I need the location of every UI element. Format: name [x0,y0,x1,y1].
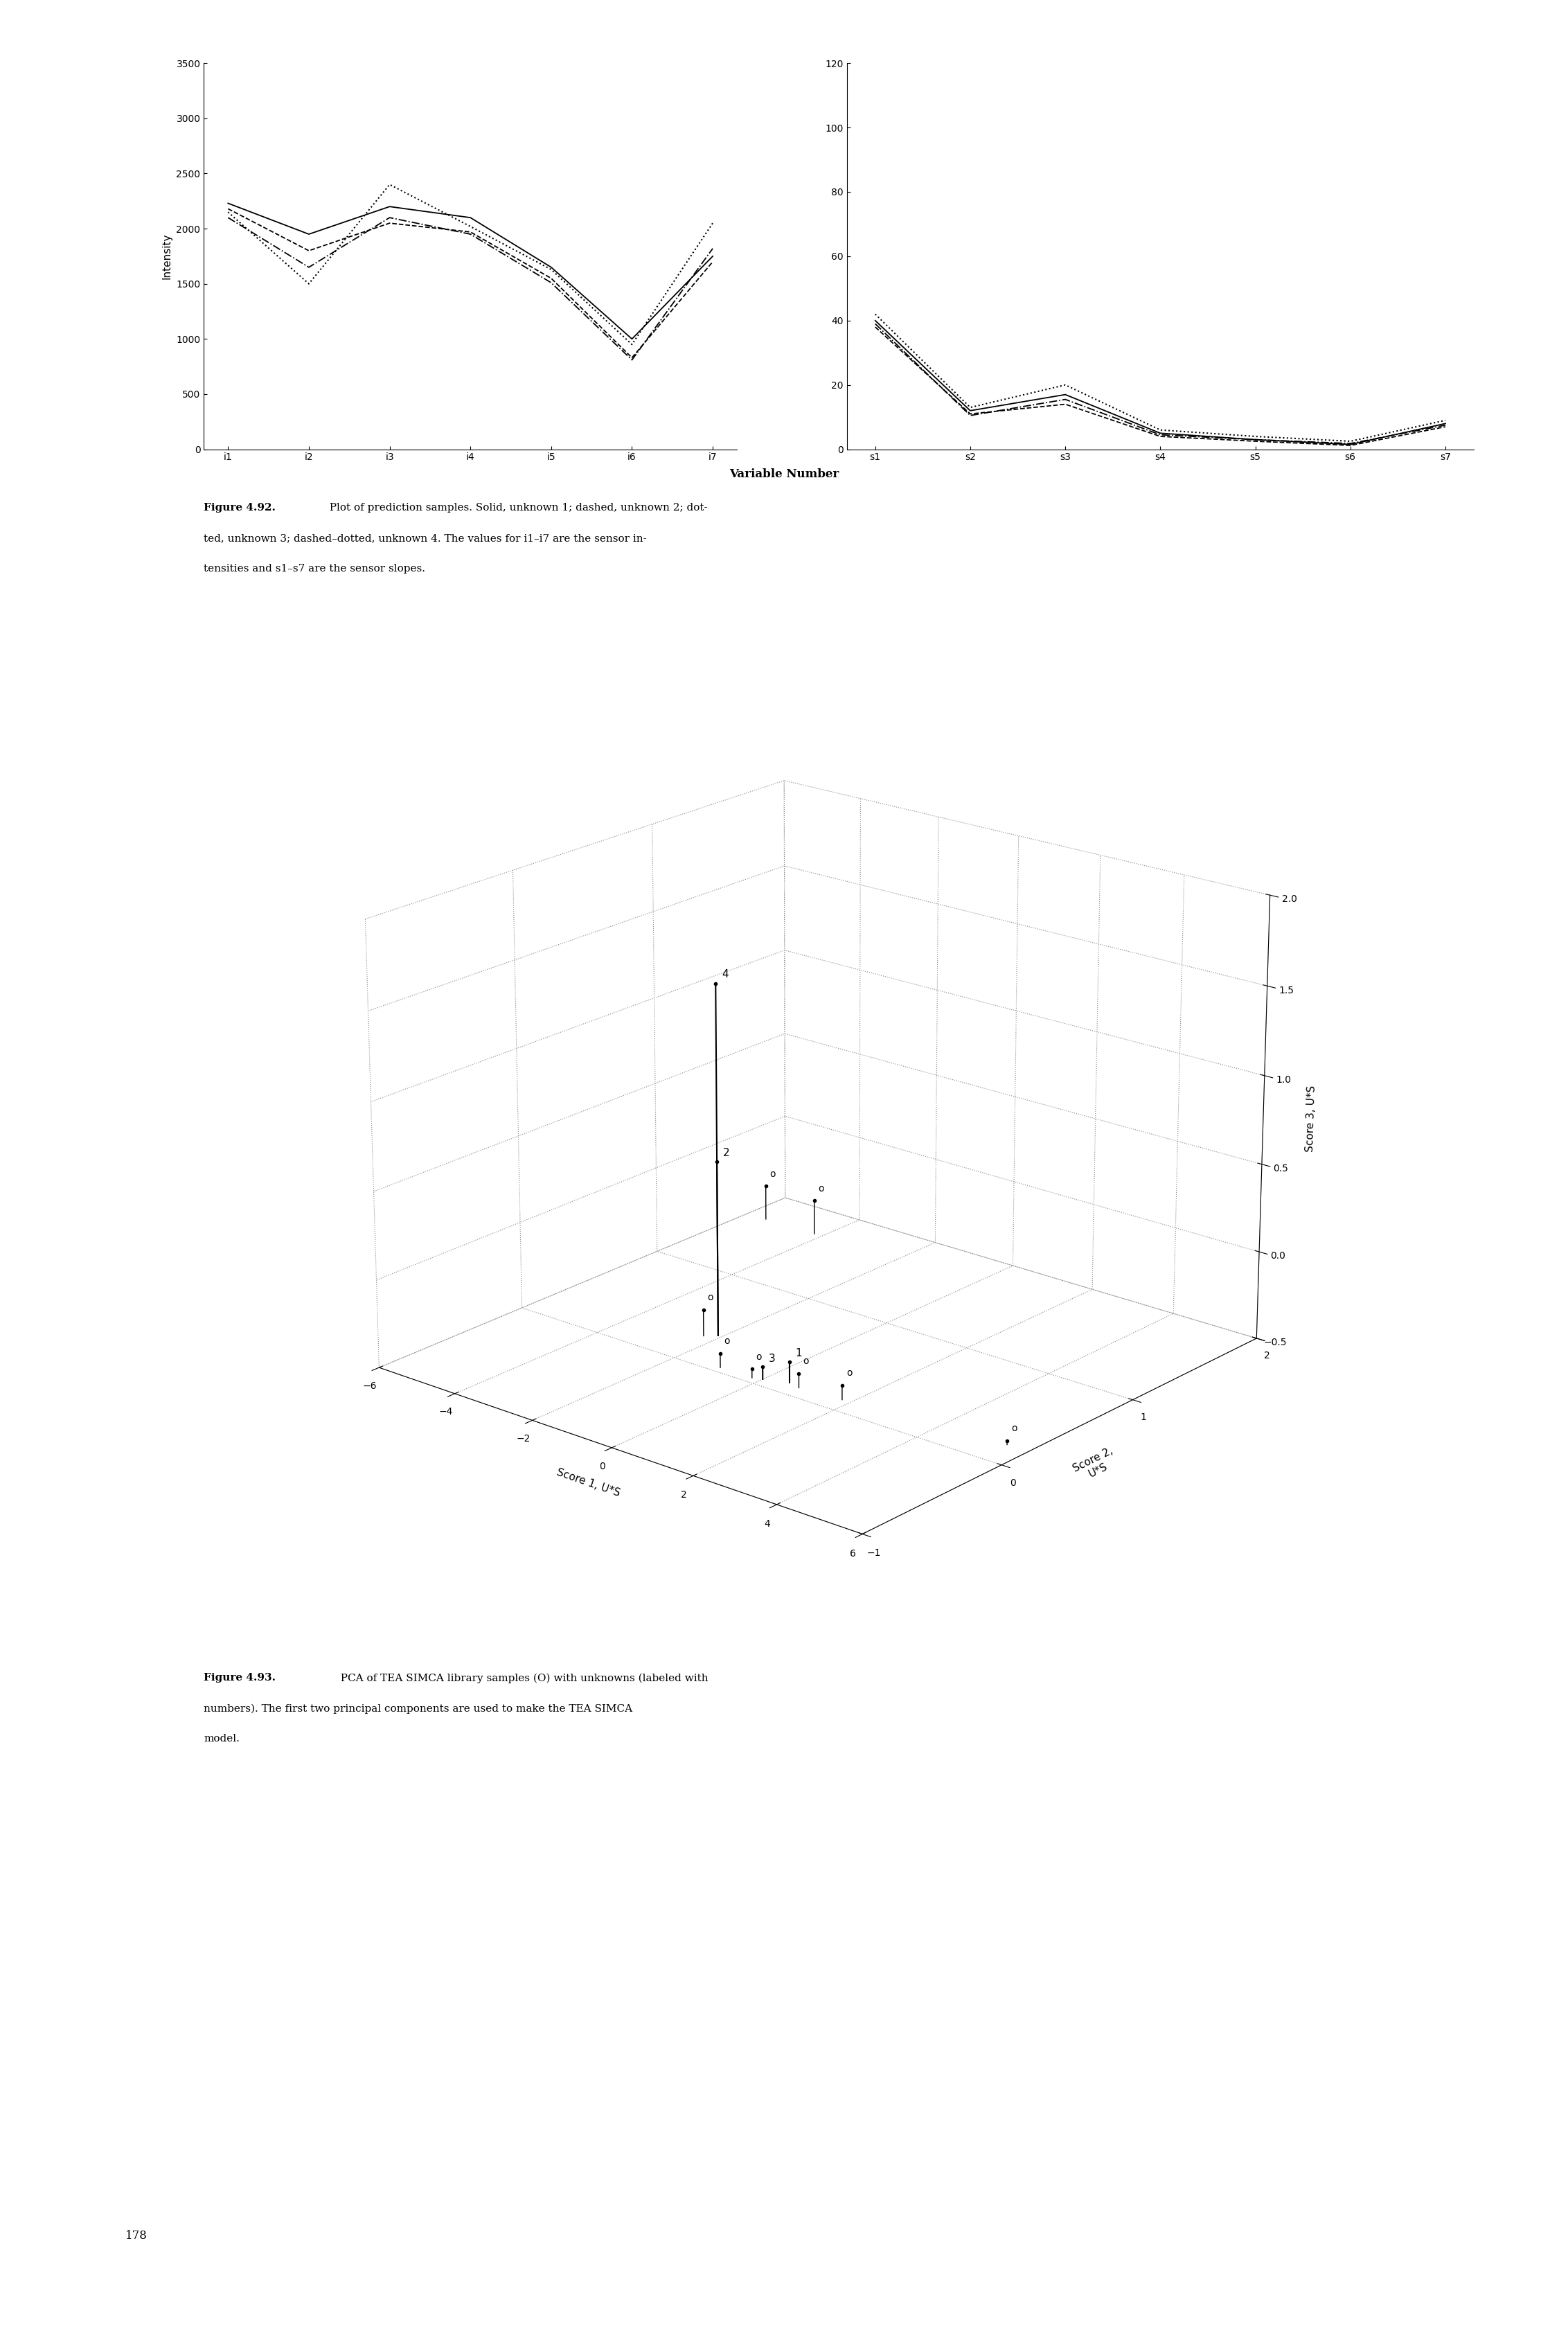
Y-axis label: Score 2,
U*S: Score 2, U*S [1071,1446,1120,1486]
Text: Figure 4.92.: Figure 4.92. [204,503,276,512]
Text: numbers). The first two principal components are used to make the TEA SIMCA: numbers). The first two principal compon… [204,1704,632,1713]
Text: Variable Number: Variable Number [729,468,839,480]
X-axis label: Score 1, U*S: Score 1, U*S [555,1467,621,1500]
Text: Figure 4.93.: Figure 4.93. [204,1673,276,1682]
Text: tensities and s1–s7 are the sensor slopes.: tensities and s1–s7 are the sensor slope… [204,564,425,573]
Y-axis label: Intensity: Intensity [162,234,172,278]
Text: ted, unknown 3; dashed–dotted, unknown 4. The values for i1–i7 are the sensor in: ted, unknown 3; dashed–dotted, unknown 4… [204,534,648,543]
Text: Plot of prediction samples. Solid, unknown 1; dashed, unknown 2; dot-: Plot of prediction samples. Solid, unkno… [323,503,707,512]
Text: PCA of TEA SIMCA library samples (O) with unknowns (labeled with: PCA of TEA SIMCA library samples (O) wit… [334,1673,709,1682]
Text: model.: model. [204,1734,240,1743]
Text: 178: 178 [125,2230,147,2242]
